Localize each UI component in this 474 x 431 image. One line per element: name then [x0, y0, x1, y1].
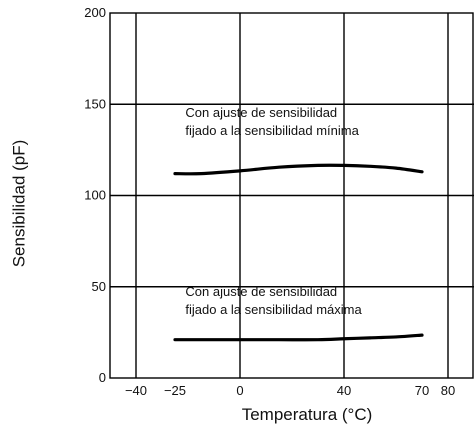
x-tick-label: 40 [337, 383, 351, 398]
grid-layer [110, 13, 474, 378]
y-tick-label: 150 [84, 96, 106, 111]
x-tick-label: 0 [236, 383, 243, 398]
x-tick-labels: −40 −25 0 40 70 80 [125, 383, 455, 398]
series-line-1 [173, 163, 424, 176]
annotation-line: Con ajuste de sensibilidad [185, 105, 337, 120]
annotations: Con ajuste de sensibilidad fijado a la se… [185, 105, 362, 317]
y-tick-label: 100 [84, 188, 106, 203]
series-line-2 [173, 333, 424, 342]
y-tick-label: 0 [99, 370, 106, 385]
annotation-line: fijado a la sensibilidad mínima [185, 123, 359, 138]
x-tick-label: −40 [125, 383, 147, 398]
x-tick-label: 80 [441, 383, 455, 398]
y-tick-label: 50 [92, 279, 106, 294]
y-tick-labels: 0 50 100 150 200 [84, 5, 106, 385]
x-tick-label: 70 [415, 383, 429, 398]
annotation-line: fijado a la sensibilidad máxima [185, 302, 362, 317]
x-axis-title: Temperatura (°C) [242, 405, 373, 424]
annotation-line: Con ajuste de sensibilidad [185, 284, 337, 299]
y-tick-label: 200 [84, 5, 106, 20]
series-layer [173, 163, 424, 342]
y-axis-title: Sensibilidad (pF) [9, 140, 28, 268]
x-tick-label: −25 [164, 383, 186, 398]
plot-frame [109, 12, 474, 379]
